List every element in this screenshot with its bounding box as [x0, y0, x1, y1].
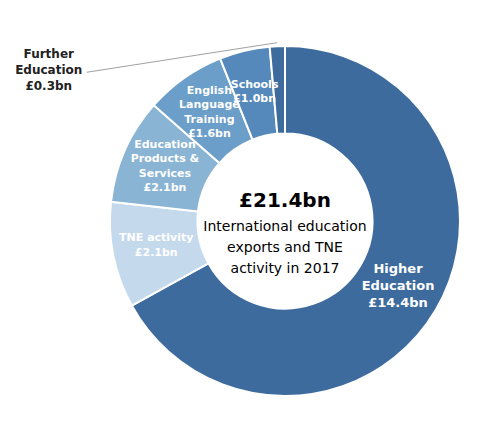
category-label: TNE activity: [119, 231, 193, 244]
category-label: EducationProducts &Services: [131, 138, 200, 180]
data-label: £14.4bn: [368, 295, 428, 310]
subtitle: International educationexports and TNEac…: [203, 218, 366, 276]
data-label: £1.6bn: [188, 127, 231, 140]
slice-labels: HigherEducation £14.4bn TNE activity £2.1bn…: [15, 43, 434, 310]
category-label: FurtherEducation: [15, 47, 82, 77]
category-label: Schools: [231, 78, 279, 91]
slice-label: TNE activity £2.1bn: [119, 231, 193, 258]
data-label: £0.3bn: [25, 79, 72, 93]
center-text: £21.4bn International educationexports an…: [203, 188, 366, 276]
slice-label: FurtherEducation £0.3bn: [15, 47, 82, 92]
slice-label: Schools£1.0bn: [231, 78, 279, 105]
title: £21.4bn: [239, 188, 331, 212]
data-label: £2.1bn: [135, 246, 178, 259]
slices: [110, 46, 460, 396]
data-label: £1.0bn: [233, 92, 276, 105]
background: [0, 0, 500, 442]
slice-label: EnglishLanguageTraining£1.6bn: [179, 84, 240, 140]
donut-slice: [110, 202, 208, 306]
slice-label: HigherEducation £14.4bn: [362, 261, 435, 310]
slice-label: EducationProducts &Services£2.1bn: [131, 138, 200, 194]
leader-line: [87, 43, 277, 73]
category-label: HigherEducation: [362, 261, 435, 293]
data-label: £2.1bn: [144, 181, 187, 194]
chart-container: HigherEducation £14.4bn TNE activity £2.1bn…: [0, 0, 500, 442]
chart: HigherEducation £14.4bn TNE activity £2.1bn…: [0, 0, 500, 442]
